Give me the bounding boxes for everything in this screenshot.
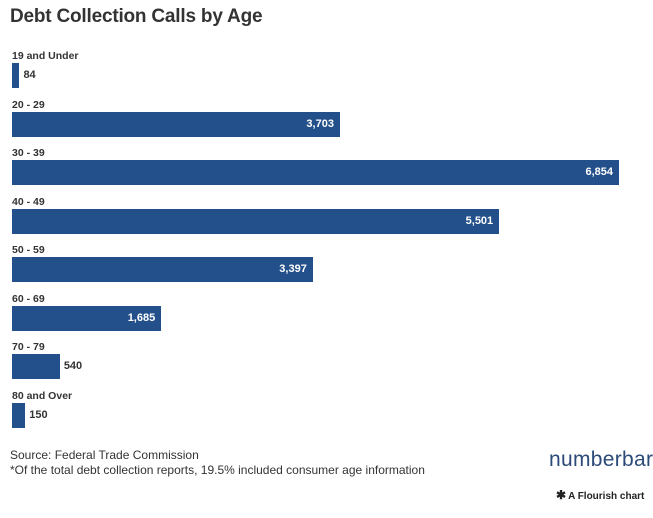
chart-footer: Source: Federal Trade Commission *Of the… — [10, 448, 425, 478]
data-label: 3,397 — [279, 263, 307, 275]
category-label: 30 - 39 — [12, 147, 45, 159]
flourish-credit-text: A Flourish chart — [568, 491, 645, 502]
data-label: 540 — [63, 360, 83, 372]
category-label: 20 - 29 — [12, 98, 45, 111]
data-label: 3,703 — [306, 117, 334, 130]
footnote: *Of the total debt collection reports, 1… — [10, 463, 425, 477]
chart-title: Debt Collection Calls by Age — [10, 6, 263, 27]
flourish-credit-link[interactable]: ✱ A Flourish chart — [556, 488, 644, 502]
bar[interactable] — [12, 354, 60, 379]
bar[interactable] — [12, 63, 20, 88]
category-label: 40 - 49 — [12, 195, 45, 208]
category-label: 50 - 59 — [12, 244, 45, 256]
bar[interactable] — [12, 257, 313, 282]
category-label: 70 - 79 — [12, 341, 45, 353]
category-label: 60 - 69 — [12, 292, 45, 305]
bar[interactable] — [12, 402, 26, 428]
bar[interactable] — [12, 305, 162, 331]
data-label: 5,501 — [465, 214, 494, 227]
data-label: 150 — [29, 408, 48, 421]
data-label: 84 — [23, 69, 36, 81]
bar[interactable] — [12, 111, 340, 137]
data-label: 1,685 — [127, 311, 156, 324]
data-label: 6,854 — [585, 166, 613, 178]
numberbarn-logo[interactable]: numberbarn — [549, 448, 653, 471]
bar[interactable] — [12, 208, 500, 234]
category-label: 19 and Under — [12, 50, 79, 62]
flourish-star-icon: ✱ — [556, 488, 567, 502]
source-note: Source: Federal Trade Commission — [10, 448, 199, 462]
bar[interactable] — [12, 160, 619, 185]
category-label: 80 and Over — [12, 389, 73, 402]
bar-chart: 19 and Under 84 20 - 29 3,703 30 - 39 6,854 40… — [0, 44, 653, 444]
